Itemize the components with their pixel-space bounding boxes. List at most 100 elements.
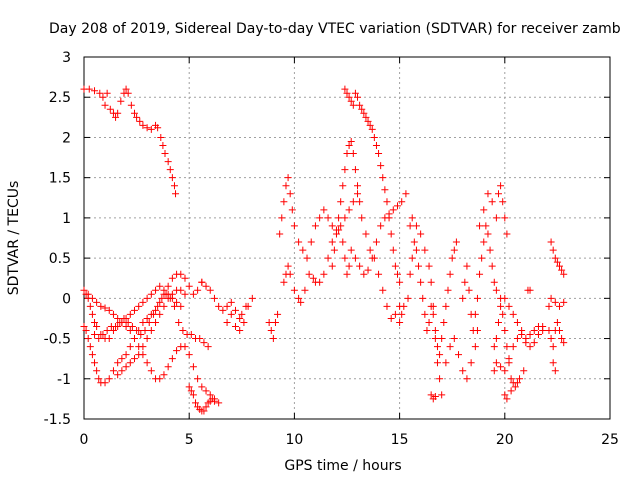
data-point bbox=[381, 186, 389, 194]
data-point bbox=[286, 270, 294, 278]
data-point bbox=[316, 278, 324, 286]
data-point bbox=[370, 133, 378, 141]
data-point bbox=[114, 359, 122, 367]
data-point bbox=[499, 310, 507, 318]
data-point bbox=[161, 150, 169, 158]
data-point bbox=[349, 150, 357, 158]
data-point bbox=[170, 182, 178, 190]
data-point bbox=[513, 318, 521, 326]
data-point bbox=[194, 286, 202, 294]
data-point bbox=[419, 294, 427, 302]
data-point bbox=[114, 109, 122, 117]
data-point bbox=[206, 286, 214, 294]
data-point bbox=[101, 379, 109, 387]
data-point bbox=[103, 327, 111, 335]
data-point bbox=[459, 367, 467, 375]
data-point bbox=[181, 343, 189, 351]
data-point bbox=[429, 310, 437, 318]
data-point bbox=[431, 392, 439, 400]
data-point bbox=[95, 335, 103, 343]
y-tick-label: -1.5 bbox=[44, 412, 71, 428]
data-point bbox=[157, 133, 165, 141]
chart-title: Day 208 of 2019, Sidereal Day-to-day VTE… bbox=[49, 21, 621, 37]
series-arc-c bbox=[82, 290, 223, 407]
data-point bbox=[503, 230, 511, 238]
data-point bbox=[469, 327, 477, 335]
data-point bbox=[227, 310, 235, 318]
data-point bbox=[530, 339, 538, 347]
data-point bbox=[99, 93, 107, 101]
data-point bbox=[490, 343, 498, 351]
data-point bbox=[303, 254, 311, 262]
data-point bbox=[383, 198, 391, 206]
data-point bbox=[295, 294, 303, 302]
data-point bbox=[284, 174, 292, 182]
data-point bbox=[269, 335, 277, 343]
data-point bbox=[377, 162, 385, 170]
data-point bbox=[284, 262, 292, 270]
data-point bbox=[278, 214, 286, 222]
data-point bbox=[147, 327, 155, 335]
data-point bbox=[185, 383, 193, 391]
series-arc-g bbox=[185, 383, 218, 415]
data-point bbox=[501, 294, 509, 302]
data-point bbox=[295, 238, 303, 246]
data-point bbox=[494, 190, 502, 198]
data-point bbox=[482, 222, 490, 230]
data-point bbox=[231, 306, 239, 314]
data-point bbox=[351, 254, 359, 262]
data-point bbox=[560, 270, 568, 278]
data-point bbox=[553, 318, 561, 326]
y-tick-label: 2 bbox=[62, 130, 71, 146]
data-point bbox=[86, 302, 94, 310]
data-point bbox=[509, 310, 517, 318]
data-point bbox=[478, 254, 486, 262]
data-point bbox=[147, 367, 155, 375]
data-point bbox=[139, 121, 147, 129]
data-point bbox=[227, 298, 235, 306]
y-tick-label: 1 bbox=[62, 211, 71, 227]
data-point bbox=[160, 371, 168, 379]
data-point bbox=[280, 278, 288, 286]
data-point bbox=[149, 310, 157, 318]
data-point bbox=[461, 278, 469, 286]
data-point bbox=[106, 105, 114, 113]
data-point bbox=[99, 331, 107, 339]
data-point bbox=[236, 314, 244, 322]
data-point bbox=[341, 85, 349, 93]
data-point bbox=[343, 89, 351, 97]
data-point bbox=[101, 304, 109, 312]
data-point bbox=[122, 363, 130, 371]
data-point bbox=[139, 318, 147, 326]
data-point bbox=[143, 335, 151, 343]
x-tick-label: 0 bbox=[80, 432, 89, 448]
data-point bbox=[354, 182, 362, 190]
data-point bbox=[126, 359, 134, 367]
data-point bbox=[345, 206, 353, 214]
data-point bbox=[324, 214, 332, 222]
data-point bbox=[492, 286, 500, 294]
data-point bbox=[215, 399, 223, 407]
x-tick-label: 5 bbox=[185, 432, 194, 448]
x-tick-label: 20 bbox=[496, 432, 514, 448]
data-point bbox=[558, 335, 566, 343]
data-point bbox=[463, 375, 471, 383]
data-point bbox=[160, 302, 168, 310]
y-tick-labels: -1.5 -1 -0.5 0 0.5 1 1.5 2 2.5 3 bbox=[44, 50, 71, 428]
data-point bbox=[130, 355, 138, 363]
data-point bbox=[143, 294, 151, 302]
data-point bbox=[215, 302, 223, 310]
data-point bbox=[202, 282, 210, 290]
data-point bbox=[494, 318, 502, 326]
data-point bbox=[156, 282, 164, 290]
data-point bbox=[547, 335, 555, 343]
data-point bbox=[433, 343, 441, 351]
data-point bbox=[425, 318, 433, 326]
data-point bbox=[341, 254, 349, 262]
data-point bbox=[347, 246, 355, 254]
data-point bbox=[425, 262, 433, 270]
data-point bbox=[455, 351, 463, 359]
data-point bbox=[135, 351, 143, 359]
data-point bbox=[381, 214, 389, 222]
data-point bbox=[168, 290, 176, 298]
